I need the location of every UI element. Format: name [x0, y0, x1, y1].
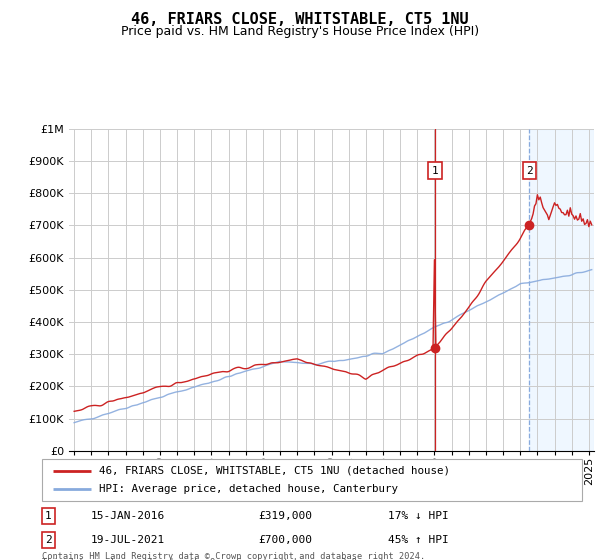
Text: 2: 2 [526, 166, 533, 176]
FancyBboxPatch shape [42, 459, 582, 501]
Text: 19-JUL-2021: 19-JUL-2021 [91, 535, 165, 545]
Bar [529, 129, 594, 451]
Text: 1: 1 [45, 511, 52, 521]
Text: Price paid vs. HM Land Registry's House Price Index (HPI): Price paid vs. HM Land Registry's House … [121, 25, 479, 38]
Text: 17% ↓ HPI: 17% ↓ HPI [388, 511, 448, 521]
Text: This data is licensed under the Open Government Licence v3.0.: This data is licensed under the Open Gov… [42, 558, 362, 560]
Text: £700,000: £700,000 [258, 535, 312, 545]
Text: 1: 1 [432, 166, 439, 176]
Text: 15-JAN-2016: 15-JAN-2016 [91, 511, 165, 521]
Text: 45% ↑ HPI: 45% ↑ HPI [388, 535, 448, 545]
Text: HPI: Average price, detached house, Canterbury: HPI: Average price, detached house, Cant… [98, 484, 398, 494]
Text: 46, FRIARS CLOSE, WHITSTABLE, CT5 1NU (detached house): 46, FRIARS CLOSE, WHITSTABLE, CT5 1NU (d… [98, 466, 450, 476]
Text: 2: 2 [45, 535, 52, 545]
Text: £319,000: £319,000 [258, 511, 312, 521]
Text: Contains HM Land Registry data © Crown copyright and database right 2024.: Contains HM Land Registry data © Crown c… [42, 552, 425, 560]
Text: 46, FRIARS CLOSE, WHITSTABLE, CT5 1NU: 46, FRIARS CLOSE, WHITSTABLE, CT5 1NU [131, 12, 469, 27]
